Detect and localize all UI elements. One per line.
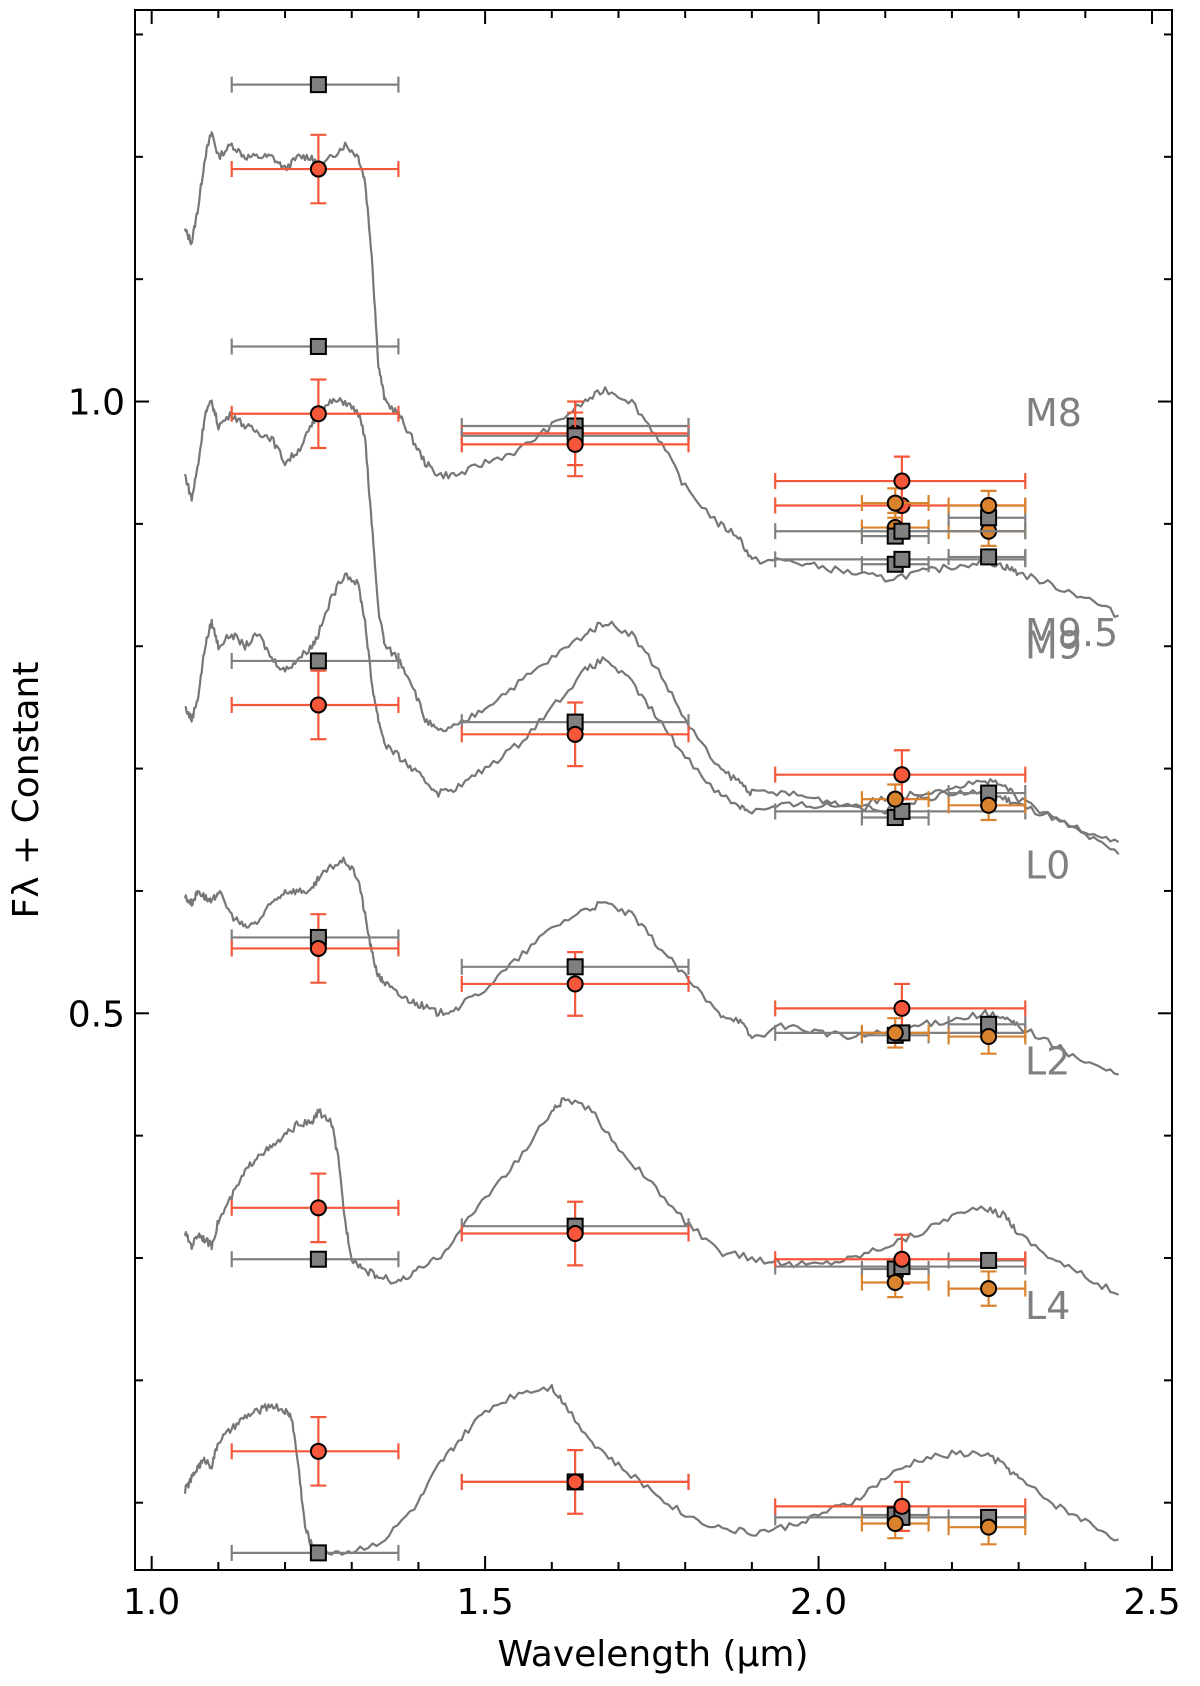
- x-tick-label: 1.5: [456, 1582, 513, 1623]
- red-point-l0-H: [566, 975, 584, 993]
- red-point-m9-5-H: [566, 725, 584, 743]
- y-tick-label: 1.0: [68, 383, 125, 424]
- synthetic-square-m9-J: [309, 337, 327, 355]
- red-point-l4-K: [893, 1497, 911, 1515]
- markers-group: [230, 76, 1027, 1562]
- y-tick-label: 0.5: [68, 994, 125, 1035]
- spectral-type-l4: L4: [1025, 1284, 1070, 1328]
- spectral-type-l2: L2: [1025, 1039, 1070, 1083]
- spectrum-m9: [183, 397, 1120, 855]
- synthetic-square-m9-K: [893, 522, 911, 540]
- synthetic-square-l2-J: [309, 1250, 327, 1268]
- synthetic-square-m9-5-J: [309, 652, 327, 670]
- spectrum-l4: [183, 1383, 1119, 1556]
- spectral-type-l0: L0: [1025, 844, 1070, 888]
- orange-point-l2-K1: [886, 1273, 904, 1291]
- red-point-m9-K: [893, 472, 911, 490]
- synthetic-square-m8-K: [893, 550, 911, 568]
- spectrum-m8: [183, 131, 1119, 618]
- spectral-type-m9-5: M9.5: [1025, 611, 1118, 655]
- orange-point-m9-5-K2: [980, 796, 998, 814]
- red-point-m9-J: [309, 405, 327, 423]
- axis-ticks: 1.0 1.5 2.0 2.5 0.5 1.0: [68, 10, 1181, 1623]
- orange-point-l2-K2: [980, 1280, 998, 1298]
- spectrum-m9-5: [184, 572, 1120, 843]
- synthetic-square-l2-K2: [980, 1251, 998, 1269]
- red-point-l2-J: [309, 1199, 327, 1217]
- red-point-l0-K: [893, 999, 911, 1017]
- orange-point-l4-K1: [886, 1515, 904, 1533]
- x-tick-label: 2.0: [790, 1582, 847, 1623]
- synthetic-square-l0-H: [566, 958, 584, 976]
- orange-point-l0-K1: [886, 1024, 904, 1042]
- synthetic-square-m8-J: [309, 76, 327, 94]
- spectra-group: [183, 131, 1120, 1556]
- x-axis-label: Wavelength (μm): [497, 1634, 808, 1675]
- red-point-l2-H: [566, 1225, 584, 1243]
- orange-point-m9-K2: [980, 497, 998, 515]
- red-point-m8-J: [309, 160, 327, 178]
- synthetic-square-m8-K2: [980, 548, 998, 566]
- red-point-m9-5-J: [309, 696, 327, 714]
- red-point-m9-H: [566, 435, 584, 453]
- red-point-l2-K: [893, 1250, 911, 1268]
- orange-point-m9-5-K1: [886, 790, 904, 808]
- orange-point-l4-K2: [980, 1518, 998, 1536]
- plot-frame: [134, 9, 1173, 1571]
- red-point-m9-5-K: [893, 766, 911, 784]
- red-point-l0-J: [309, 939, 327, 957]
- orange-point-m9-K1: [886, 494, 904, 512]
- synthetic-square-l4-J: [309, 1544, 327, 1562]
- red-point-l4-J: [309, 1442, 327, 1460]
- spectral-type-m8: M8: [1025, 391, 1082, 435]
- spectral-type-m9: M9: [1025, 623, 1082, 667]
- x-tick-label: 1.0: [123, 1582, 180, 1623]
- orange-point-l0-K2: [980, 1028, 998, 1046]
- y-axis-label: Fλ + Constant: [6, 662, 47, 919]
- x-tick-label: 2.5: [1123, 1582, 1180, 1623]
- red-point-l4-H: [566, 1473, 584, 1491]
